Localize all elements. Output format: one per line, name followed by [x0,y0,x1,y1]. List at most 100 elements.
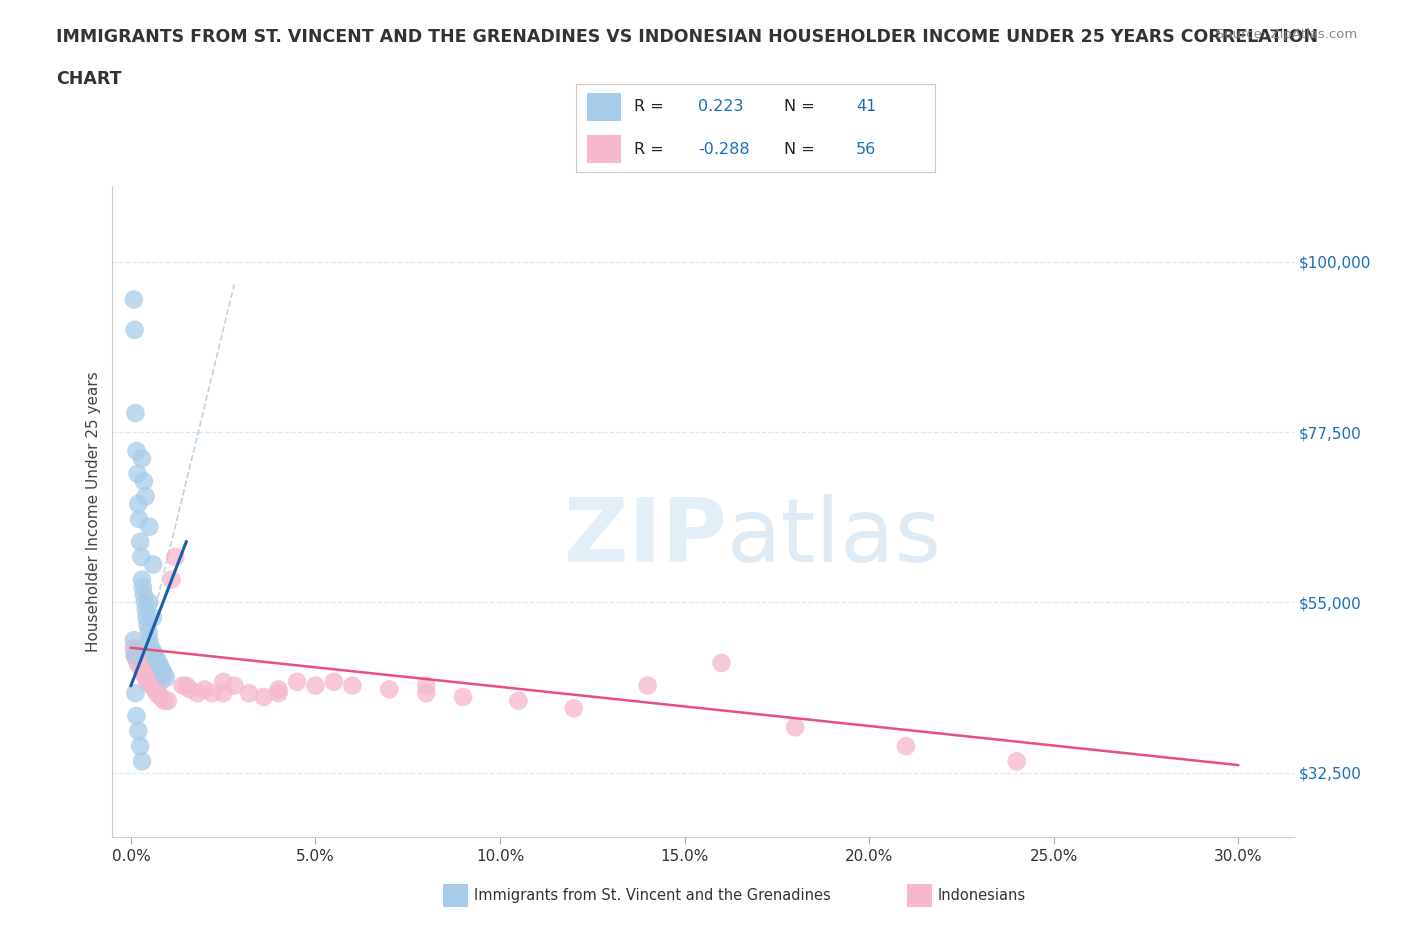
Point [132,579,155,594]
Point [156,693,179,708]
Point [160,572,183,587]
Point [304,678,326,693]
Text: R =: R = [634,141,664,156]
Point [124,323,146,338]
Point [142,557,165,572]
Point [124,644,146,659]
Point [149,689,172,704]
Point [128,512,150,526]
Text: 41: 41 [856,100,876,114]
Point [267,682,290,697]
Point [136,674,159,689]
Point [1005,754,1028,769]
Point [125,652,148,667]
Point [143,648,166,663]
Point [135,610,157,625]
Point [143,682,166,697]
Point [285,674,308,689]
Point [172,678,194,693]
Point [135,671,157,685]
Point [146,671,169,685]
Point [146,685,169,700]
Point [165,550,187,565]
Text: N =: N = [785,100,815,114]
Point [637,678,659,693]
Point [124,405,146,420]
Point [267,685,290,700]
Point [179,682,201,697]
Point [142,644,165,659]
Point [174,678,197,693]
Point [141,678,163,693]
Point [134,595,156,610]
Point [138,663,160,678]
Point [124,648,146,663]
Point [135,603,157,618]
Point [710,656,733,671]
Point [138,625,160,640]
Point [132,667,155,682]
Text: Immigrants from St. Vincent and the Grenadines: Immigrants from St. Vincent and the Gren… [474,888,831,903]
Point [127,497,149,512]
Point [212,674,235,689]
Point [124,685,146,700]
Point [129,535,152,550]
Point [129,550,152,565]
Point [322,674,346,689]
Point [194,682,217,697]
Point [138,519,160,534]
Point [415,678,437,693]
Y-axis label: Householder Income Under 25 years: Householder Income Under 25 years [86,371,101,652]
Text: N =: N = [785,141,815,156]
Point [149,674,172,689]
Point [212,685,235,700]
Point [125,709,148,724]
Point [136,618,159,632]
Point [142,667,165,682]
Point [142,610,165,625]
Point [132,473,155,488]
Point [342,678,364,693]
Point [131,656,153,671]
Point [150,663,173,678]
Point [155,671,177,685]
Point [785,720,807,735]
Point [451,689,474,704]
Text: ZIP: ZIP [564,494,727,581]
Point [894,738,917,753]
Point [378,682,401,697]
Point [132,588,155,603]
Point [129,659,152,674]
Point [122,632,145,647]
Point [224,678,246,693]
Text: Source: ZipAtlas.com: Source: ZipAtlas.com [1216,28,1357,41]
Text: -0.288: -0.288 [699,141,749,156]
Point [153,667,176,682]
Point [124,648,146,663]
Point [149,659,172,674]
Point [127,656,149,671]
Point [127,656,149,671]
Text: Indonesians: Indonesians [938,888,1026,903]
Point [153,693,176,708]
Point [122,641,145,656]
Point [238,685,260,700]
Point [135,659,157,674]
Point [127,466,149,481]
Point [201,685,224,700]
Point [135,489,157,504]
Text: 56: 56 [856,141,876,156]
Text: atlas: atlas [727,494,942,581]
Bar [588,93,621,121]
Point [125,444,148,458]
Point [131,663,153,678]
Point [129,738,152,753]
Point [142,678,165,693]
Point [253,689,276,704]
Point [148,685,170,700]
Point [122,292,145,307]
Point [562,701,585,716]
Text: R =: R = [634,100,664,114]
Bar [588,135,621,164]
Text: CHART: CHART [56,70,122,87]
